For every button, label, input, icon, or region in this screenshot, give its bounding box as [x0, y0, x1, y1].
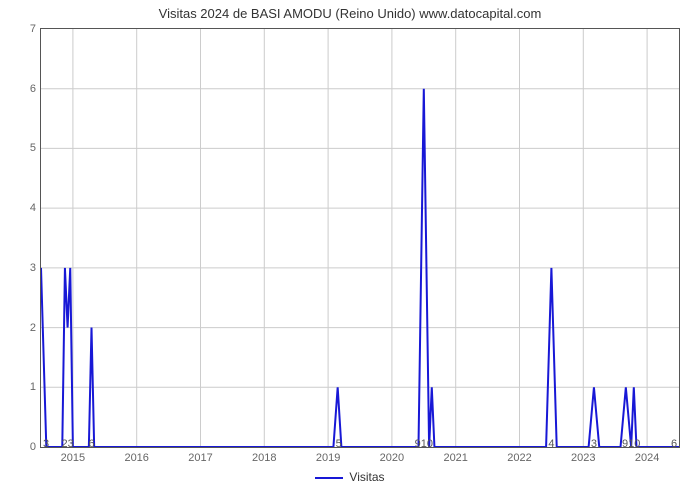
chart-container: Visitas 2024 de BASI AMODU (Reino Unido)… [0, 0, 700, 500]
y-tick-label: 6 [12, 83, 36, 95]
value-label: 910 [415, 438, 433, 450]
value-label: 5 [336, 438, 342, 450]
x-tick-year: 2019 [316, 452, 340, 464]
legend-label: Visitas [349, 470, 384, 484]
legend-swatch [315, 477, 343, 479]
plot-svg [41, 29, 679, 447]
x-tick-year: 2022 [507, 452, 531, 464]
value-label: 4 [548, 438, 554, 450]
chart-title: Visitas 2024 de BASI AMODU (Reino Unido)… [0, 6, 700, 21]
y-tick-label: 4 [12, 202, 36, 214]
x-tick-year: 2024 [635, 452, 659, 464]
x-tick-year: 2018 [252, 452, 276, 464]
value-label: 6 [671, 438, 677, 450]
value-label: 23 [61, 438, 73, 450]
x-tick-year: 2020 [380, 452, 404, 464]
y-tick-label: 2 [12, 322, 36, 334]
x-tick-year: 2015 [61, 452, 85, 464]
y-tick-label: 3 [12, 262, 36, 274]
y-tick-label: 1 [12, 381, 36, 393]
y-tick-label: 7 [12, 23, 36, 35]
value-label: 3 [43, 438, 49, 450]
x-tick-year: 2021 [443, 452, 467, 464]
legend: Visitas [0, 470, 700, 484]
y-tick-label: 5 [12, 142, 36, 154]
plot-area [40, 28, 680, 448]
y-tick-label: 0 [12, 441, 36, 453]
x-tick-year: 2023 [571, 452, 595, 464]
value-label: 6 [88, 438, 94, 450]
value-label: 3 [591, 438, 597, 450]
x-tick-year: 2017 [188, 452, 212, 464]
value-label: 910 [622, 438, 640, 450]
x-tick-year: 2016 [124, 452, 148, 464]
